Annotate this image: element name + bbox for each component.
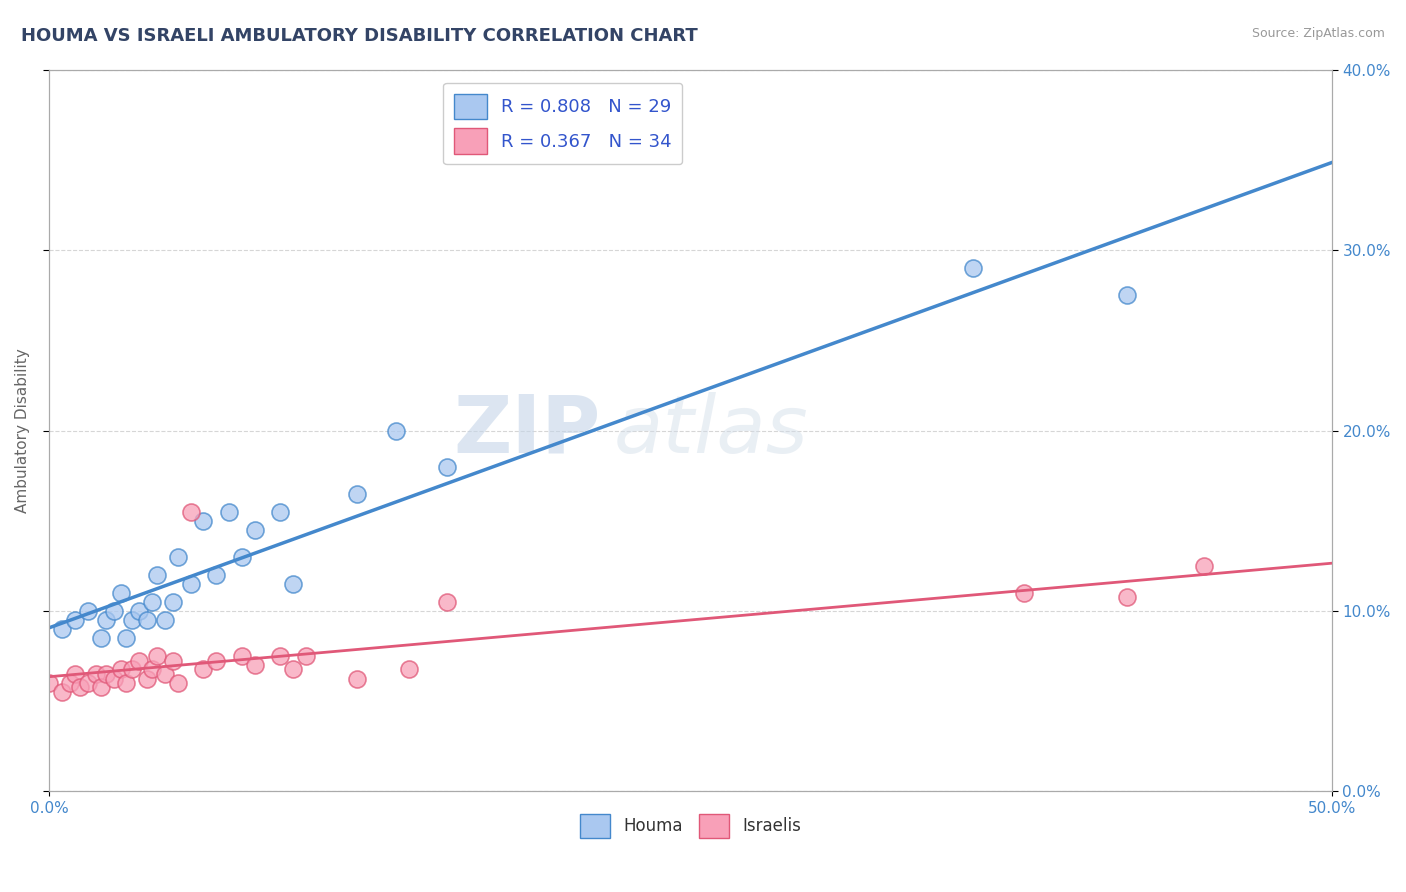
Point <box>141 662 163 676</box>
Point <box>162 655 184 669</box>
Point <box>166 549 188 564</box>
Point <box>103 673 125 687</box>
Point <box>115 676 138 690</box>
Point <box>69 680 91 694</box>
Point <box>90 631 112 645</box>
Point <box>1192 558 1215 573</box>
Point <box>218 505 240 519</box>
Point <box>1115 590 1137 604</box>
Point <box>962 261 984 276</box>
Point <box>146 648 169 663</box>
Point <box>141 595 163 609</box>
Text: ZIP: ZIP <box>454 392 600 470</box>
Point <box>205 568 228 582</box>
Point <box>1115 288 1137 302</box>
Point <box>63 667 86 681</box>
Point <box>51 685 73 699</box>
Point <box>153 667 176 681</box>
Text: Source: ZipAtlas.com: Source: ZipAtlas.com <box>1251 27 1385 40</box>
Point <box>153 613 176 627</box>
Point <box>59 676 82 690</box>
Point <box>193 662 215 676</box>
Text: HOUMA VS ISRAELI AMBULATORY DISABILITY CORRELATION CHART: HOUMA VS ISRAELI AMBULATORY DISABILITY C… <box>21 27 697 45</box>
Point <box>295 648 318 663</box>
Point <box>84 667 107 681</box>
Point <box>77 604 100 618</box>
Point <box>103 604 125 618</box>
Point <box>398 662 420 676</box>
Point <box>128 604 150 618</box>
Point <box>281 577 304 591</box>
Point <box>135 613 157 627</box>
Point <box>346 673 368 687</box>
Point <box>346 487 368 501</box>
Point <box>436 595 458 609</box>
Point <box>1012 586 1035 600</box>
Point <box>180 505 202 519</box>
Point <box>115 631 138 645</box>
Point <box>231 648 253 663</box>
Point <box>135 673 157 687</box>
Point <box>121 613 143 627</box>
Text: atlas: atlas <box>614 392 808 470</box>
Y-axis label: Ambulatory Disability: Ambulatory Disability <box>15 348 30 513</box>
Legend: Houma, Israelis: Houma, Israelis <box>574 807 808 844</box>
Point <box>90 680 112 694</box>
Point <box>269 505 291 519</box>
Point <box>77 676 100 690</box>
Point <box>146 568 169 582</box>
Point <box>180 577 202 591</box>
Point <box>51 622 73 636</box>
Point <box>193 514 215 528</box>
Point <box>110 662 132 676</box>
Point <box>121 662 143 676</box>
Point <box>94 613 117 627</box>
Point <box>128 655 150 669</box>
Point <box>38 676 60 690</box>
Point <box>205 655 228 669</box>
Point <box>166 676 188 690</box>
Point <box>243 658 266 673</box>
Point <box>243 523 266 537</box>
Point <box>281 662 304 676</box>
Point <box>384 424 406 438</box>
Point <box>110 586 132 600</box>
Point <box>162 595 184 609</box>
Point <box>269 648 291 663</box>
Point <box>94 667 117 681</box>
Point <box>231 549 253 564</box>
Point <box>436 459 458 474</box>
Point <box>63 613 86 627</box>
